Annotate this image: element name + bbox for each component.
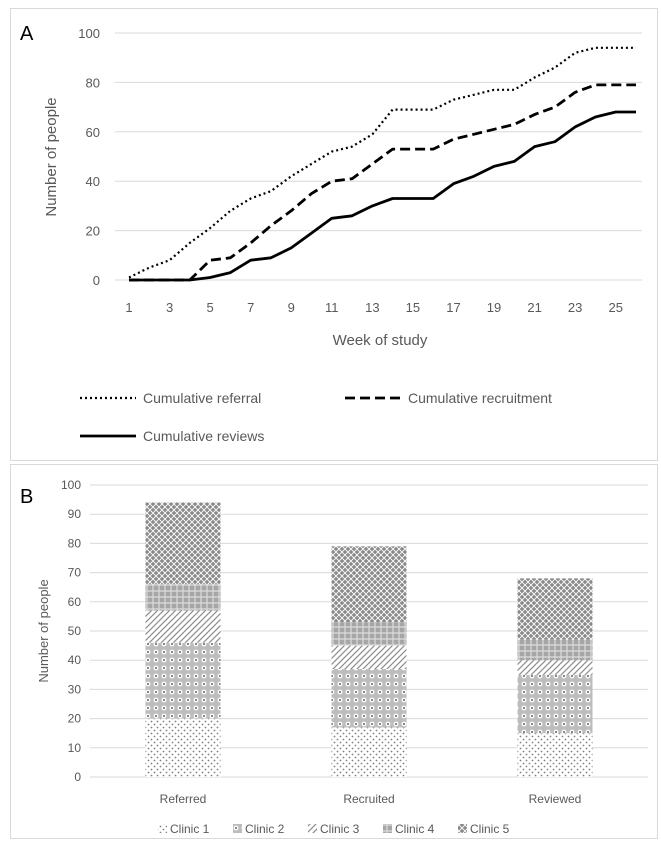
bar-chart-bars <box>145 502 593 777</box>
legend-label-clinic-3: Clinic 3 <box>320 822 360 836</box>
legend-label-clinic-4: Clinic 4 <box>395 822 435 836</box>
y-tick-100: 100 <box>61 478 81 492</box>
legend-label-cumulative-reviews: Cumulative reviews <box>143 428 264 444</box>
line-chart-y-tick-labels: 0 20 40 60 80 100 <box>78 26 100 288</box>
line-chart-x-axis-label: Week of study <box>333 332 428 349</box>
legend-swatch-clinic-1 <box>158 824 167 833</box>
y-tick-50: 50 <box>68 624 82 638</box>
legend-swatch-clinic-2 <box>233 824 242 833</box>
legend-label-clinic-2: Clinic 2 <box>245 822 285 836</box>
bar-reviewed-clinic-5 <box>517 578 593 640</box>
x-tick-1: 1 <box>125 300 132 315</box>
bar-reviewed-clinic-1 <box>517 733 593 777</box>
x-tick-21: 21 <box>527 300 541 315</box>
panel-b-label: B <box>20 486 33 508</box>
x-tick-11: 11 <box>325 300 339 315</box>
y-tick-70: 70 <box>68 566 82 580</box>
bar-recruited-clinic-1 <box>331 727 407 777</box>
bar-chart-legend: Clinic 1 Clinic 2 Clinic 3 Clinic 4 Clinic 5 <box>158 822 510 836</box>
x-tick-15: 15 <box>406 300 420 315</box>
legend-label-clinic-5: Clinic 5 <box>470 822 510 836</box>
y-tick-40: 40 <box>68 653 82 667</box>
x-tick-7: 7 <box>247 300 254 315</box>
x-tick-19: 19 <box>487 300 501 315</box>
bar-referred-clinic-3 <box>145 610 221 643</box>
bar-chart-y-axis-label: Number of people <box>36 579 51 682</box>
panel-b-frame <box>10 464 658 839</box>
series-line-cumulative-reviews <box>129 110 636 282</box>
panel-a-label: A <box>20 23 34 45</box>
category-label-recruited: Recruited <box>343 792 394 806</box>
legend-swatch-clinic-4 <box>383 824 392 833</box>
panel-a-frame <box>10 8 658 461</box>
y-tick-10: 10 <box>68 741 82 755</box>
bar-chart-category-labels: Referred Recruited Reviewed <box>160 792 582 806</box>
x-tick-25: 25 <box>608 300 622 315</box>
line-chart-legend: Cumulative referral Cumulative recruitmen… <box>80 390 552 444</box>
series-line-cumulative-referral <box>128 46 636 279</box>
x-tick-5: 5 <box>207 300 214 315</box>
y-tick-60: 60 <box>68 595 82 609</box>
bar-recruited-clinic-4 <box>331 622 407 646</box>
bar-referred-clinic-2 <box>145 642 221 719</box>
line-chart-x-tick-labels: 1 3 5 7 9 11 13 15 17 19 21 23 25 <box>125 300 623 315</box>
y-tick-20: 20 <box>86 224 100 239</box>
bar-referred-clinic-5 <box>145 502 221 585</box>
y-tick-80: 80 <box>68 536 82 550</box>
legend-swatch-clinic-5 <box>458 824 467 833</box>
legend-label-clinic-1: Clinic 1 <box>170 822 210 836</box>
bar-recruited-clinic-5 <box>331 546 407 623</box>
y-tick-0: 0 <box>93 273 100 288</box>
bar-chart-y-tick-labels: 0 10 20 30 40 50 60 70 80 90 100 <box>61 478 81 784</box>
bar-referred-clinic-1 <box>145 718 221 777</box>
line-chart-y-axis-label: Number of people <box>43 97 60 216</box>
legend-label-cumulative-referral: Cumulative referral <box>143 390 261 406</box>
legend-swatch-clinic-3 <box>308 824 317 833</box>
y-tick-80: 80 <box>86 75 100 90</box>
x-tick-13: 13 <box>365 300 379 315</box>
y-tick-20: 20 <box>68 712 82 726</box>
x-tick-9: 9 <box>288 300 295 315</box>
x-tick-17: 17 <box>446 300 460 315</box>
bar-reviewed-clinic-3 <box>517 660 593 675</box>
bar-reviewed-clinic-4 <box>517 639 593 661</box>
category-label-reviewed: Reviewed <box>529 792 582 806</box>
y-tick-0: 0 <box>74 770 81 784</box>
x-tick-23: 23 <box>568 300 582 315</box>
series-line-cumulative-recruitment <box>129 83 636 282</box>
y-tick-60: 60 <box>86 125 100 140</box>
category-label-referred: Referred <box>160 792 207 806</box>
y-tick-40: 40 <box>86 174 100 189</box>
bar-referred-clinic-4 <box>145 584 221 611</box>
line-chart-series <box>128 46 636 282</box>
bar-reviewed-clinic-2 <box>517 674 593 734</box>
y-tick-30: 30 <box>68 682 82 696</box>
legend-label-cumulative-recruitment: Cumulative recruitment <box>408 390 552 406</box>
x-tick-3: 3 <box>166 300 173 315</box>
bar-recruited-clinic-3 <box>331 645 407 669</box>
y-tick-90: 90 <box>68 507 82 521</box>
bar-recruited-clinic-2 <box>331 669 407 728</box>
line-chart-gridlines <box>115 32 642 281</box>
y-tick-100: 100 <box>78 26 100 41</box>
